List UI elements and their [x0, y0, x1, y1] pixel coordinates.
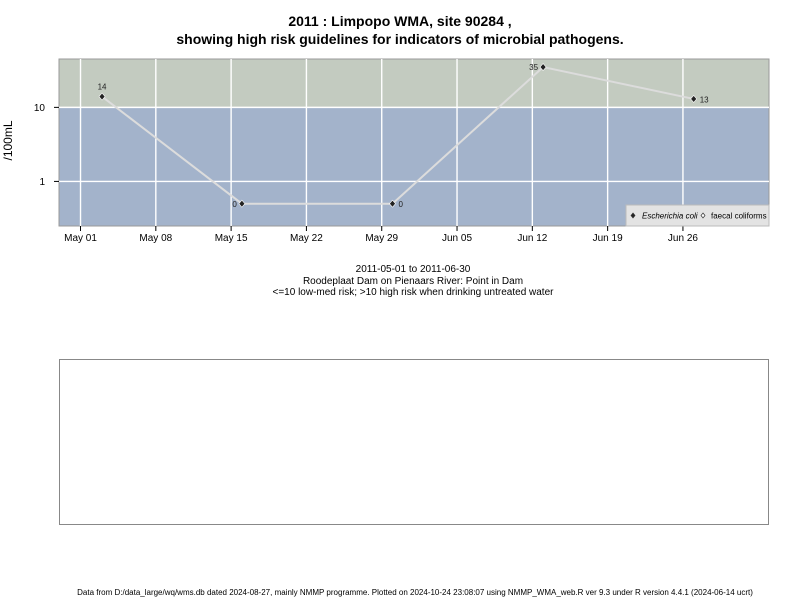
data-label: 13 [700, 95, 709, 104]
data-point [389, 199, 396, 208]
legend-label: Escherichia coli [642, 212, 698, 221]
empty-plot-panel [59, 359, 769, 525]
x-tick-label: Jun 19 [593, 233, 623, 244]
legend-marker [630, 212, 636, 219]
chart-date-range: 2011-05-01 to 2011-06-30 [355, 264, 471, 275]
chart-location: Roodeplaat Dam on Pienaars River: Point … [302, 276, 524, 287]
chart-title-line-2: showing high risk guidelines for indicat… [176, 31, 624, 47]
x-tick-label: Jun 05 [442, 233, 472, 244]
data-label: 14 [98, 83, 107, 92]
data-label: 0 [232, 200, 237, 209]
data-point [539, 63, 547, 72]
x-tick-label: May 29 [365, 233, 398, 244]
legend-box [625, 204, 770, 227]
data-label: 0 [398, 200, 403, 209]
legend-marker [700, 212, 706, 219]
x-tick-label: May 08 [139, 233, 172, 244]
x-tick-label: May 15 [215, 233, 248, 244]
footer-note: Data from D:/data_large/wq/wms.db dated … [77, 588, 753, 597]
x-tick-label: Jun 12 [517, 233, 547, 244]
plot-frame [58, 58, 770, 227]
chart-svg: May 01 May 08 May 15 May 22 May 29 Jun 05 Jun … [1, 58, 770, 244]
y-tick-label: 1 [39, 177, 45, 188]
data-point [98, 92, 106, 101]
x-tick-label: May 22 [290, 233, 323, 244]
data-point [238, 199, 246, 208]
x-tick-label: Jun 26 [668, 233, 698, 244]
x-tick-label: May 01 [64, 233, 97, 244]
y-axis-label: /100mL [1, 120, 15, 160]
y-tick-label: 10 [34, 103, 46, 114]
data-label: 35 [529, 63, 538, 72]
chart-risk-note: <=10 low-med risk; >10 high risk when dr… [272, 287, 554, 298]
high-risk-band [59, 59, 769, 108]
legend-label: faecal coliforms [711, 212, 767, 221]
data-point [690, 94, 698, 103]
chart-title-line-1: 2011 : Limpopo WMA, site 90284 , [288, 13, 512, 29]
